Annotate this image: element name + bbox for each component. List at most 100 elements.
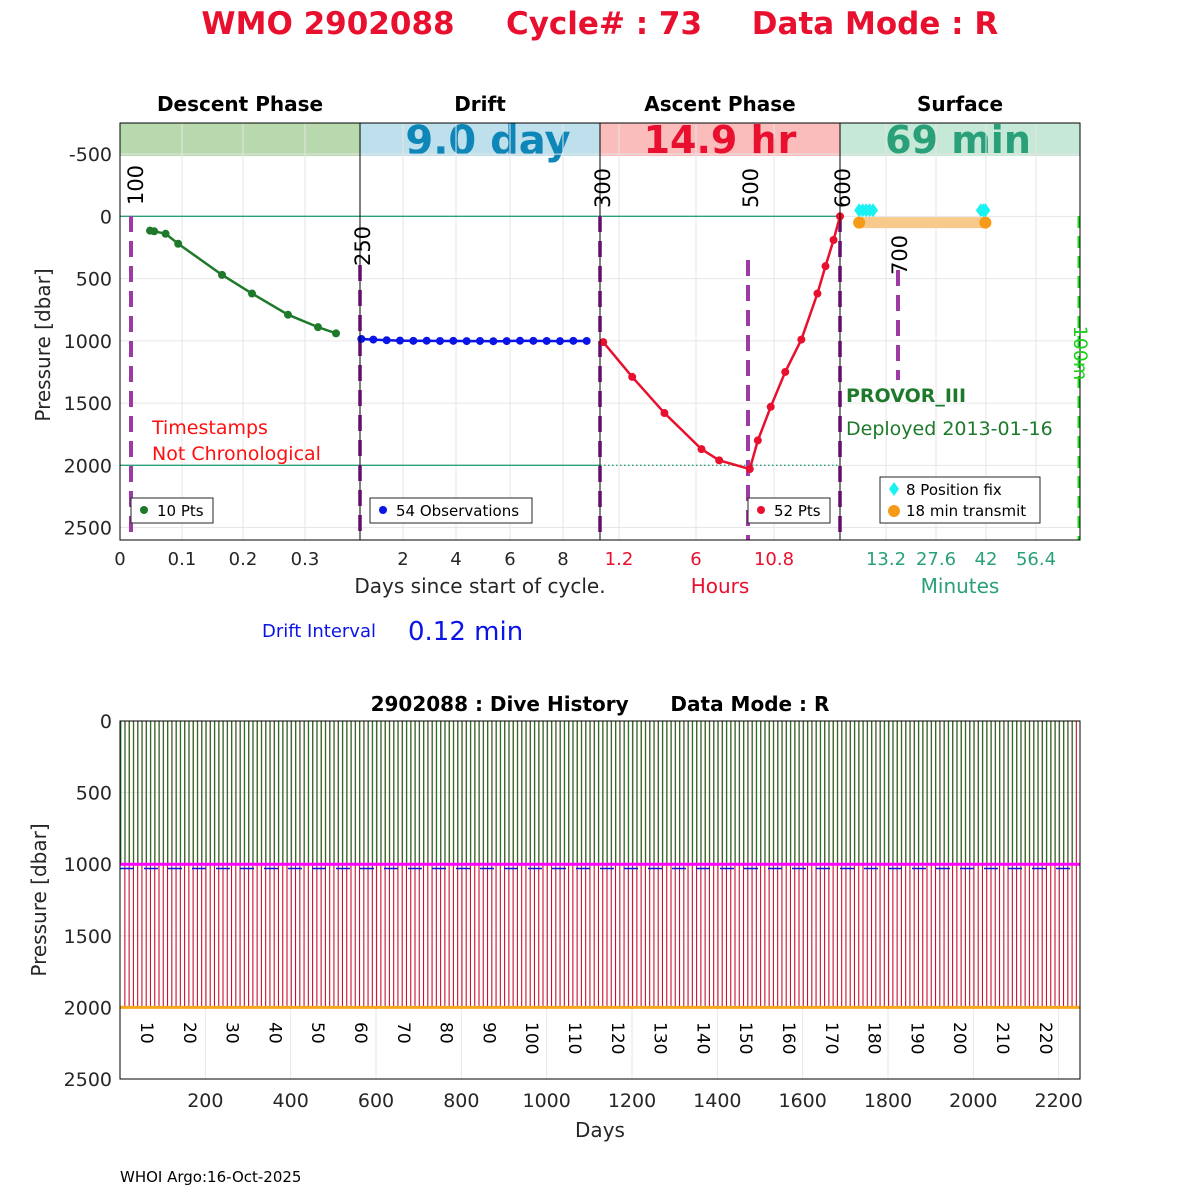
bottom-xtick-1: 400 bbox=[273, 1090, 309, 1112]
cycle-label-170: 170 bbox=[821, 1022, 841, 1054]
ascent-point-7 bbox=[766, 402, 775, 411]
surface-xtick-0: 13.2 bbox=[866, 549, 906, 570]
drift-point-2 bbox=[382, 336, 391, 345]
transmit-point-0 bbox=[853, 216, 866, 229]
legend-drift-label: 54 Observations bbox=[396, 502, 519, 520]
descent-point-8 bbox=[332, 329, 340, 338]
ascent-point-2 bbox=[660, 409, 669, 418]
drift-xtick-3: 8 bbox=[557, 549, 568, 570]
drift-point-17 bbox=[582, 336, 591, 345]
ascent-point-5 bbox=[745, 465, 754, 474]
marker-100: 100 bbox=[124, 165, 148, 205]
drift-point-4 bbox=[409, 336, 418, 345]
bottom-xtick-2: 600 bbox=[358, 1090, 394, 1112]
ascent-point-6 bbox=[753, 436, 762, 445]
legend-fix-marker bbox=[889, 482, 899, 496]
drift-point-9 bbox=[476, 336, 484, 345]
drift-interval-label: Drift Interval bbox=[262, 621, 376, 642]
phase-title-ascent: Ascent Phase bbox=[644, 92, 795, 116]
descent-xtick-0: 0 bbox=[114, 549, 125, 570]
cycle-label-70: 70 bbox=[393, 1022, 413, 1044]
footer-credit: WHOI Argo:16-Oct-2025 bbox=[120, 1168, 301, 1186]
legend-transmit-marker bbox=[888, 505, 900, 517]
title-cycle: Cycle# : 73 bbox=[506, 6, 702, 42]
marker-100m: 100m bbox=[1069, 326, 1091, 381]
bottom-chart-title: 2902088 : Dive History Data Mode : R bbox=[371, 692, 830, 716]
phase-band-ascent bbox=[600, 123, 840, 156]
phase-title-drift: Drift bbox=[454, 92, 506, 116]
ascent-point-3 bbox=[697, 445, 706, 454]
bottom-series bbox=[120, 721, 1080, 1009]
bottom-ytick-4: 2000 bbox=[64, 997, 112, 1019]
bottom-x-ticks: 200 400 600 800 1000 1200 1400 1600 1800 2000 2200 bbox=[187, 1090, 1083, 1112]
drift-xtick-1: 4 bbox=[450, 549, 461, 570]
position-fix-4 bbox=[868, 203, 879, 218]
descent-point-7 bbox=[314, 323, 322, 332]
drift-point-8 bbox=[462, 337, 471, 346]
cycle-label-140: 140 bbox=[692, 1022, 712, 1054]
descent-point-6 bbox=[284, 310, 292, 319]
bottom-chart-frame bbox=[119, 720, 1081, 1080]
drift-point-7 bbox=[449, 336, 458, 345]
surface-xtick-2: 42 bbox=[975, 549, 998, 570]
legend-ascent-box bbox=[747, 497, 831, 524]
cycle-label-50: 50 bbox=[307, 1022, 327, 1044]
bottom-ytick-2: 1000 bbox=[64, 854, 112, 876]
x-label-days: Days since start of cycle. bbox=[354, 574, 605, 598]
drift-point-14 bbox=[542, 336, 551, 345]
surface-xtick-3: 56.4 bbox=[1016, 549, 1056, 570]
descent-point-1 bbox=[150, 227, 159, 236]
cycle-label-20: 20 bbox=[179, 1022, 199, 1044]
legend-descent-marker bbox=[140, 506, 148, 514]
phase-band-surface bbox=[840, 123, 1080, 156]
cycle-label-120: 120 bbox=[607, 1022, 627, 1054]
legend-drift-box bbox=[369, 497, 533, 524]
cycle-label-200: 200 bbox=[949, 1022, 969, 1054]
legend-surface: 8 Position fix 18 min transmit bbox=[879, 476, 1041, 524]
ascent-point-0 bbox=[599, 338, 608, 347]
legend-transmit-label: 18 min transmit bbox=[906, 502, 1026, 520]
cycle-labels: 10 20 30 40 50 60 70 80 90 100 110 120 130 140 150 160 1… bbox=[136, 1022, 1055, 1054]
phase-value-surface: 69 min bbox=[885, 118, 1031, 162]
drift-point-10 bbox=[489, 337, 498, 346]
marker-700: 700 bbox=[888, 235, 912, 275]
legend-ascent: 52 Pts bbox=[747, 497, 831, 524]
bottom-xtick-8: 1800 bbox=[864, 1090, 912, 1112]
phase-band-descent bbox=[120, 123, 360, 156]
legend-ascent-label: 52 Pts bbox=[774, 502, 821, 520]
bottom-y-ticks: 0 500 1000 1500 2000 2500 bbox=[64, 711, 112, 1091]
bottom-xtick-6: 1400 bbox=[693, 1090, 741, 1112]
deployed-date: Deployed 2013-01-16 bbox=[846, 418, 1053, 440]
bottom-ytick-3: 1500 bbox=[64, 926, 112, 948]
top-ytick-1: 0 bbox=[100, 206, 112, 228]
drift-point-0 bbox=[357, 334, 366, 343]
top-ytick-6: 2500 bbox=[64, 518, 112, 540]
note-timestamps-2: Not Chronological bbox=[152, 443, 321, 465]
cycle-label-80: 80 bbox=[436, 1022, 456, 1044]
drift-xtick-0: 2 bbox=[397, 549, 408, 570]
top-ytick-2: 500 bbox=[76, 269, 112, 291]
bottom-xtick-3: 800 bbox=[443, 1090, 479, 1112]
marker-300: 300 bbox=[591, 168, 615, 208]
legend-surface-box bbox=[879, 476, 1041, 524]
cycle-label-10: 10 bbox=[136, 1022, 156, 1044]
transmit-point-1 bbox=[979, 216, 992, 229]
descent-xtick-2: 0.2 bbox=[229, 549, 258, 570]
phase-band-drift bbox=[360, 123, 600, 156]
ascent-point-8 bbox=[781, 367, 790, 376]
drift-point-11 bbox=[502, 337, 511, 346]
ascent-point-12 bbox=[829, 236, 838, 245]
bottom-ytick-1: 500 bbox=[76, 783, 112, 805]
top-series bbox=[146, 203, 992, 474]
cycle-label-90: 90 bbox=[478, 1022, 498, 1044]
ascent-line bbox=[602, 216, 842, 471]
phase-title-surface: Surface bbox=[917, 92, 1003, 116]
ascent-point-9 bbox=[797, 335, 806, 344]
marker-600: 600 bbox=[831, 168, 855, 208]
cycle-label-160: 160 bbox=[778, 1022, 798, 1054]
cycle-label-60: 60 bbox=[350, 1022, 370, 1044]
drift-xtick-2: 6 bbox=[504, 549, 515, 570]
marker-250: 250 bbox=[351, 226, 375, 266]
float-type: PROVOR_III bbox=[846, 385, 966, 407]
